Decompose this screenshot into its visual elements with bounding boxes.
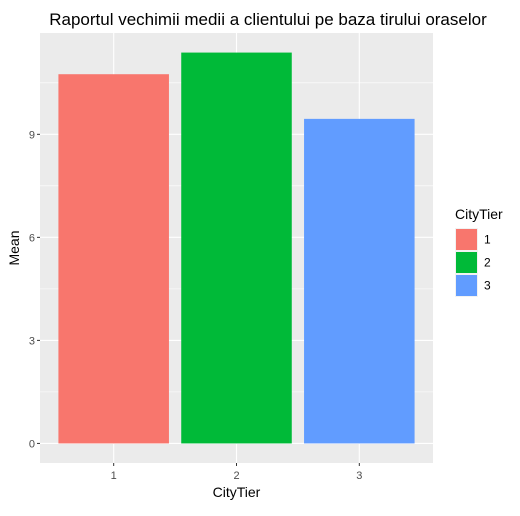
x-tick-label: 2	[233, 470, 239, 482]
legend-label-2: 2	[484, 256, 491, 270]
legend-items: 1 2 3	[455, 228, 491, 297]
legend-key-2	[456, 252, 477, 273]
y-axis-title: Mean	[6, 230, 22, 265]
bar-2	[181, 52, 292, 444]
bar-3	[304, 118, 415, 444]
x-axis-title: CityTier	[213, 484, 261, 500]
x-tick-label: 1	[111, 470, 117, 482]
y-tick-label: 6	[29, 232, 35, 244]
bar-1	[58, 74, 169, 444]
y-tick-label: 3	[29, 335, 35, 347]
legend-key-1	[456, 229, 477, 250]
y-axis-ticks: 0 3 6 9	[29, 129, 40, 450]
chart-title: Raportul vechimii medii a clientului pe …	[49, 10, 487, 29]
y-tick-label: 9	[29, 129, 35, 141]
bars	[58, 52, 415, 444]
y-tick-label: 0	[29, 438, 35, 450]
x-tick-label: 3	[356, 470, 362, 482]
legend-title: CityTier	[455, 206, 503, 222]
x-axis-ticks: 1 2 3	[111, 463, 362, 482]
legend-key-3	[456, 275, 477, 296]
legend: CityTier 1 2 3	[455, 206, 503, 297]
legend-label-1: 1	[484, 233, 491, 247]
legend-label-3: 3	[484, 279, 491, 293]
